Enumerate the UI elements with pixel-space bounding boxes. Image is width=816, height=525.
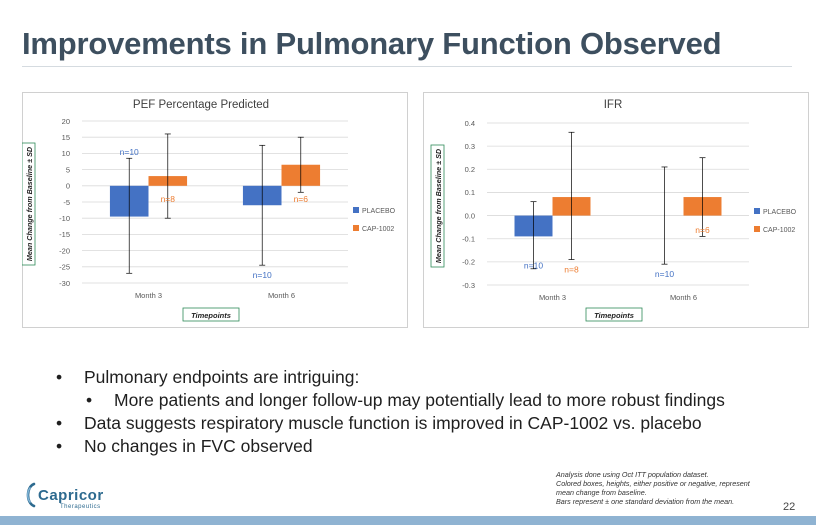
bullet-text: More patients and longer follow-up may p…: [114, 390, 725, 410]
n-label: n=10: [524, 260, 543, 270]
y-tick-label: -0.3: [462, 281, 475, 290]
footnote: Analysis done using Oct ITT population d…: [556, 470, 766, 506]
legend-swatch: [353, 207, 359, 213]
y-tick-label: -10: [59, 214, 70, 223]
y-tick-label: 0: [66, 182, 70, 191]
x-axis-label: Timepoints: [594, 311, 634, 320]
y-axis-label: Mean Change from Baseline ± SD: [430, 144, 445, 268]
y-axis-label-box: [22, 142, 36, 266]
chart-frame: [423, 92, 809, 328]
bullet-dot: •: [56, 367, 63, 387]
footnote-line: Analysis done using Oct ITT population d…: [556, 470, 709, 479]
footer-bar: [0, 516, 816, 525]
y-tick-label: 0.4: [465, 119, 475, 128]
y-tick-label: 20: [62, 117, 70, 126]
title-divider: [22, 66, 792, 67]
y-axis-label-text: Mean Change from Baseline ± SD: [434, 149, 443, 263]
y-tick-label: 0.2: [465, 165, 475, 174]
n-label: n=10: [120, 147, 139, 157]
y-axis-label: Mean Change from Baseline ± SD: [22, 142, 36, 266]
y-axis-label-box: [430, 144, 445, 268]
bullet-item: • No changes in FVC observed: [56, 435, 806, 458]
page-number: 22: [783, 501, 796, 513]
x-tick-label: Month 3: [135, 291, 162, 300]
bullet-item: • Data suggests respiratory muscle funct…: [56, 412, 806, 435]
y-tick-label: -0.2: [462, 258, 475, 267]
legend-swatch: [754, 208, 760, 214]
bullet-text: No changes in FVC observed: [84, 436, 313, 456]
pef-chart: PEF Percentage Predicted 20 15 10 5 0 -5 -10 -15…: [22, 92, 408, 328]
x-tick-label: Month 6: [670, 293, 697, 302]
x-tick-label: Month 6: [268, 291, 295, 300]
legend-swatch: [353, 225, 359, 231]
x-axis-label: Timepoints: [191, 311, 231, 320]
bullet-text: Data suggests respiratory muscle functio…: [84, 413, 702, 433]
y-tick-label: 5: [66, 165, 70, 174]
n-label: n=6: [695, 225, 710, 235]
n-label: n=10: [655, 269, 674, 279]
legend-label: PLACEBO: [362, 208, 396, 215]
bullet-item: • Pulmonary endpoints are intriguing:: [56, 366, 806, 389]
bullet-dot: •: [56, 436, 63, 456]
y-axis-label-text: Mean Change from Baseline ± SD: [25, 147, 34, 261]
x-tick-label: Month 3: [539, 293, 566, 302]
x-axis-label-box: [585, 307, 643, 322]
ifr-chart: IFR 0.4 0.3 0.2 0.1 0.0 -0.1 -0.2 -0.3 Month 3 Mon…: [423, 92, 809, 328]
bullet-list: • Pulmonary endpoints are intriguing: • …: [56, 366, 806, 458]
y-tick-label: -15: [59, 230, 70, 239]
y-tick-label: 0.3: [465, 142, 475, 151]
legend-label: CAP-1002: [763, 227, 795, 234]
legend-label: CAP-1002: [362, 226, 394, 233]
n-label: n=10: [253, 270, 272, 280]
n-label: n=6: [294, 194, 309, 204]
y-tick-label: 15: [62, 133, 70, 142]
y-tick-label: -20: [59, 246, 70, 255]
bullet-text: Pulmonary endpoints are intriguing:: [84, 367, 360, 387]
y-tick-label: -25: [59, 263, 70, 272]
n-label: n=8: [564, 265, 579, 275]
chart-title: PEF Percentage Predicted: [133, 99, 269, 111]
y-tick-label: -0.1: [462, 235, 475, 244]
chart-title: IFR: [604, 99, 623, 111]
y-tick-label: 0.1: [465, 188, 475, 197]
slide-title: Improvements in Pulmonary Function Obser…: [22, 26, 722, 61]
y-tick-label: -30: [59, 279, 70, 288]
footnote-line: Colored boxes, heights, either positive …: [556, 479, 750, 488]
bullet-dot: •: [86, 390, 93, 410]
footnote-line: Bars represent ± one standard deviation …: [556, 497, 735, 506]
bullet-dot: •: [56, 413, 63, 433]
bullet-item: • More patients and longer follow-up may…: [56, 389, 806, 412]
y-tick-label: -5: [63, 198, 70, 207]
chart-frame: [22, 92, 408, 328]
y-tick-label: 10: [62, 149, 70, 158]
legend-label: PLACEBO: [763, 209, 797, 216]
capricor-logo-icon: [26, 482, 36, 508]
legend-swatch: [754, 226, 760, 232]
logo-name: Capricor: [38, 487, 104, 504]
y-tick-label: 0.0: [465, 211, 475, 220]
x-axis-label-box: [182, 307, 240, 322]
n-label: n=8: [161, 194, 176, 204]
footnote-line: mean change from baseline.: [556, 488, 647, 497]
logo-tagline: Therapeutics: [60, 504, 101, 510]
